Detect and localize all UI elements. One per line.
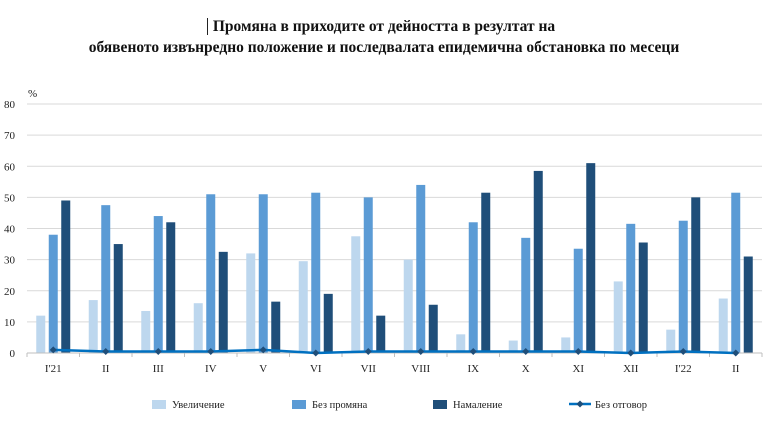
y-axis-unit-label: % <box>28 88 37 100</box>
bar-increase <box>193 303 203 353</box>
x-tick-label: III <box>153 363 164 375</box>
bar-no-change <box>416 184 426 353</box>
y-tick-label: 40 <box>4 224 16 236</box>
bar-no-change <box>206 194 216 353</box>
bar-no-change <box>48 234 58 353</box>
line-point-marker <box>522 347 530 355</box>
bar-increase <box>508 340 518 353</box>
bar-no-change <box>521 237 531 353</box>
legend-no-change-swatch <box>292 400 306 409</box>
bar-increase <box>403 259 413 353</box>
bar-increase <box>456 334 466 353</box>
chart-title-line-2: обявеното извънредно положение и последв… <box>88 39 680 56</box>
y-tick-label: 20 <box>4 286 16 298</box>
bar-decrease <box>428 304 438 353</box>
chart-title-text-1: Промяна в приходите от дейността в резул… <box>212 18 556 35</box>
bar-decrease <box>61 200 71 353</box>
legend-no-change-label: Без промяна <box>312 400 368 411</box>
line-point-marker <box>732 349 740 357</box>
line-point-marker <box>469 347 477 355</box>
x-tick-label: X <box>522 363 530 375</box>
line-point-marker <box>627 349 635 357</box>
line-point-marker <box>49 346 57 354</box>
x-tick-label: I'21 <box>45 363 62 375</box>
legend-increase-label: Увеличение <box>172 400 225 411</box>
y-tick-label: 60 <box>4 161 16 173</box>
bar-decrease <box>166 222 176 353</box>
bar-no-change <box>468 222 478 353</box>
bar-decrease <box>323 293 333 353</box>
line-point-marker <box>574 347 582 355</box>
bar-decrease <box>533 170 543 353</box>
chart-title: Промяна в приходите от дейността в резул… <box>0 16 768 58</box>
x-tick-label: XI <box>572 363 584 375</box>
text-cursor <box>206 18 208 35</box>
y-tick-label: 50 <box>4 192 16 204</box>
bar-no-change <box>363 197 373 353</box>
bar-decrease <box>743 256 753 353</box>
legend-decrease-label: Намаление <box>453 400 503 411</box>
x-tick-label: V <box>259 363 267 375</box>
line-point-marker <box>154 347 162 355</box>
line-point-marker <box>312 349 320 357</box>
bar-increase <box>351 236 361 353</box>
bar-increase <box>36 315 46 353</box>
x-tick-label: VII <box>361 363 377 375</box>
x-tick-label: XII <box>623 363 639 375</box>
bar-increase <box>718 298 728 353</box>
bar-no-change <box>626 223 636 353</box>
x-tick-label: VI <box>310 363 322 375</box>
bar-no-change <box>258 194 268 353</box>
y-tick-label: 0 <box>10 348 16 360</box>
bar-no-change <box>678 220 688 353</box>
x-tick-label: I'22 <box>675 363 692 375</box>
bar-decrease <box>218 251 228 353</box>
legend-no-answer-marker <box>576 400 584 408</box>
line-point-marker <box>679 347 687 355</box>
y-tick-label: 70 <box>4 130 16 142</box>
legend-increase-swatch <box>152 400 166 409</box>
bar-decrease <box>271 301 281 353</box>
line-no-answer <box>53 348 736 355</box>
bar-no-change <box>731 192 741 353</box>
bar-decrease <box>638 242 648 353</box>
bar-increase <box>141 310 151 353</box>
bar-no-change <box>573 248 583 353</box>
chart-title-line-1: Промяна в приходите от дейността в резул… <box>206 16 556 37</box>
bar-increase <box>561 337 571 353</box>
legend-no-answer-label: Без отговор <box>595 400 647 411</box>
y-tick-label: 10 <box>4 317 16 329</box>
bar-increase <box>613 281 623 353</box>
bar-no-change <box>311 192 321 353</box>
line-point-marker <box>417 347 425 355</box>
x-tick-label: IV <box>205 363 217 375</box>
line-point-marker <box>207 347 215 355</box>
bar-decrease <box>481 192 491 353</box>
bar-decrease <box>586 163 596 353</box>
bar-no-change <box>153 216 163 353</box>
x-tick-label: VIII <box>411 363 430 375</box>
line-point-marker <box>259 346 267 354</box>
x-tick-label: II <box>102 363 110 375</box>
y-tick-label: 30 <box>4 255 16 267</box>
bar-no-change <box>101 205 111 353</box>
y-tick-label: 80 <box>4 99 16 111</box>
bar-increase <box>246 253 256 353</box>
bar-increase <box>298 261 308 353</box>
x-tick-label: II <box>732 363 740 375</box>
bar-decrease <box>691 197 701 353</box>
x-tick-label: IX <box>467 363 479 375</box>
bar-increase <box>666 329 676 353</box>
legend-decrease-swatch <box>433 400 447 409</box>
line-point-marker <box>364 347 372 355</box>
bar-increase <box>88 300 98 353</box>
bar-decrease <box>113 244 123 353</box>
bar-decrease <box>376 315 386 353</box>
line-point-marker <box>102 347 110 355</box>
